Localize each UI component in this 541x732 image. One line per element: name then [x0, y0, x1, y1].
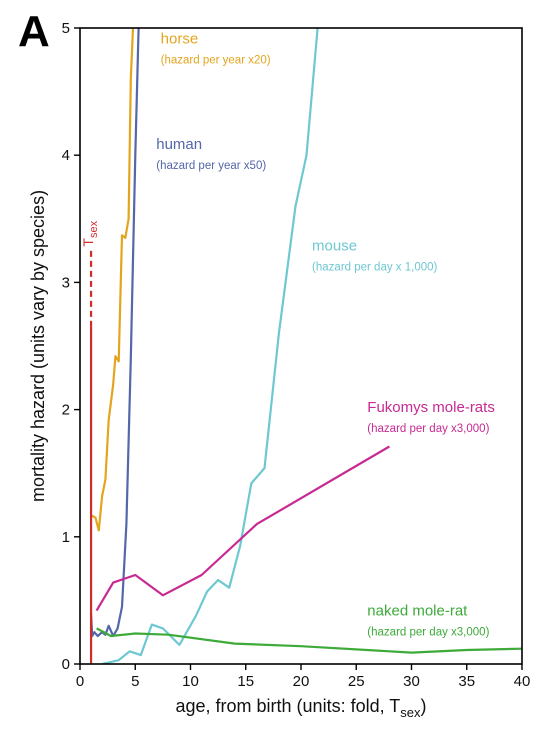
x-tick-label: 5 [131, 673, 139, 690]
series-line-naked-mole-rat [96, 627, 522, 654]
plot-frame [79, 27, 523, 665]
x-axis-label: age, from birth (units: fold, Tsex) [176, 696, 427, 720]
y-tick-label: 3 [62, 274, 70, 291]
series-label-horse: horse [161, 30, 199, 47]
series-note-human: (hazard per year x50) [156, 160, 266, 172]
y-tick-label: 0 [62, 656, 70, 673]
y-tick-label: 4 [62, 147, 70, 164]
series-note-naked-mole-rat: (hazard per day x3,000) [367, 627, 489, 639]
series-note-mouse: (hazard per day x 1,000) [312, 262, 437, 274]
y-tick-label: 2 [62, 402, 70, 419]
series-label-fukomys-mole-rats: Fukomys mole-rats [367, 399, 495, 416]
x-tick-label: 40 [514, 673, 531, 690]
y-tick-label: 1 [62, 529, 70, 546]
tsex-label-sub: sex [88, 220, 100, 238]
plot-area: Tsex horse (hazard per year x20) human (haza… [80, 28, 522, 664]
series-lines [89, 28, 522, 664]
x-tick-label: 25 [348, 673, 365, 690]
axis-ticks: 0 5 10 15 20 25 30 35 40 0 1 2 3 4 5 [62, 20, 531, 690]
series-label-naked-mole-rat: naked mole-rat [367, 603, 468, 620]
x-tick-label: 0 [76, 673, 84, 690]
x-axis-label-tail: ) [421, 696, 427, 716]
series-label-human: human [156, 136, 202, 153]
series-note-horse: (hazard per year x20) [161, 54, 271, 66]
series-line-fukomys-mole-rats [95, 445, 390, 612]
x-axis-label-main: age, from birth (units: fold, T [176, 696, 401, 716]
series-label-mouse: mouse [312, 238, 357, 255]
y-axis-label: mortality hazard (units vary by species) [28, 190, 48, 502]
panel-label: A [18, 7, 50, 56]
x-tick-label: 35 [458, 673, 475, 690]
x-tick-label: 30 [403, 673, 420, 690]
y-tick-label: 5 [62, 20, 70, 37]
x-tick-label: 15 [237, 673, 254, 690]
series-line-horse [90, 28, 135, 532]
tsex-label-main: T [80, 238, 96, 247]
x-axis-label-sub: sex [400, 705, 421, 720]
series-line-human [89, 28, 140, 638]
series-note-fukomys-mole-rats: (hazard per day x3,000) [367, 423, 489, 435]
tsex-label: Tsex [80, 220, 100, 246]
x-tick-label: 20 [293, 673, 310, 690]
series-line-mouse [101, 28, 319, 664]
x-tick-label: 10 [182, 673, 199, 690]
